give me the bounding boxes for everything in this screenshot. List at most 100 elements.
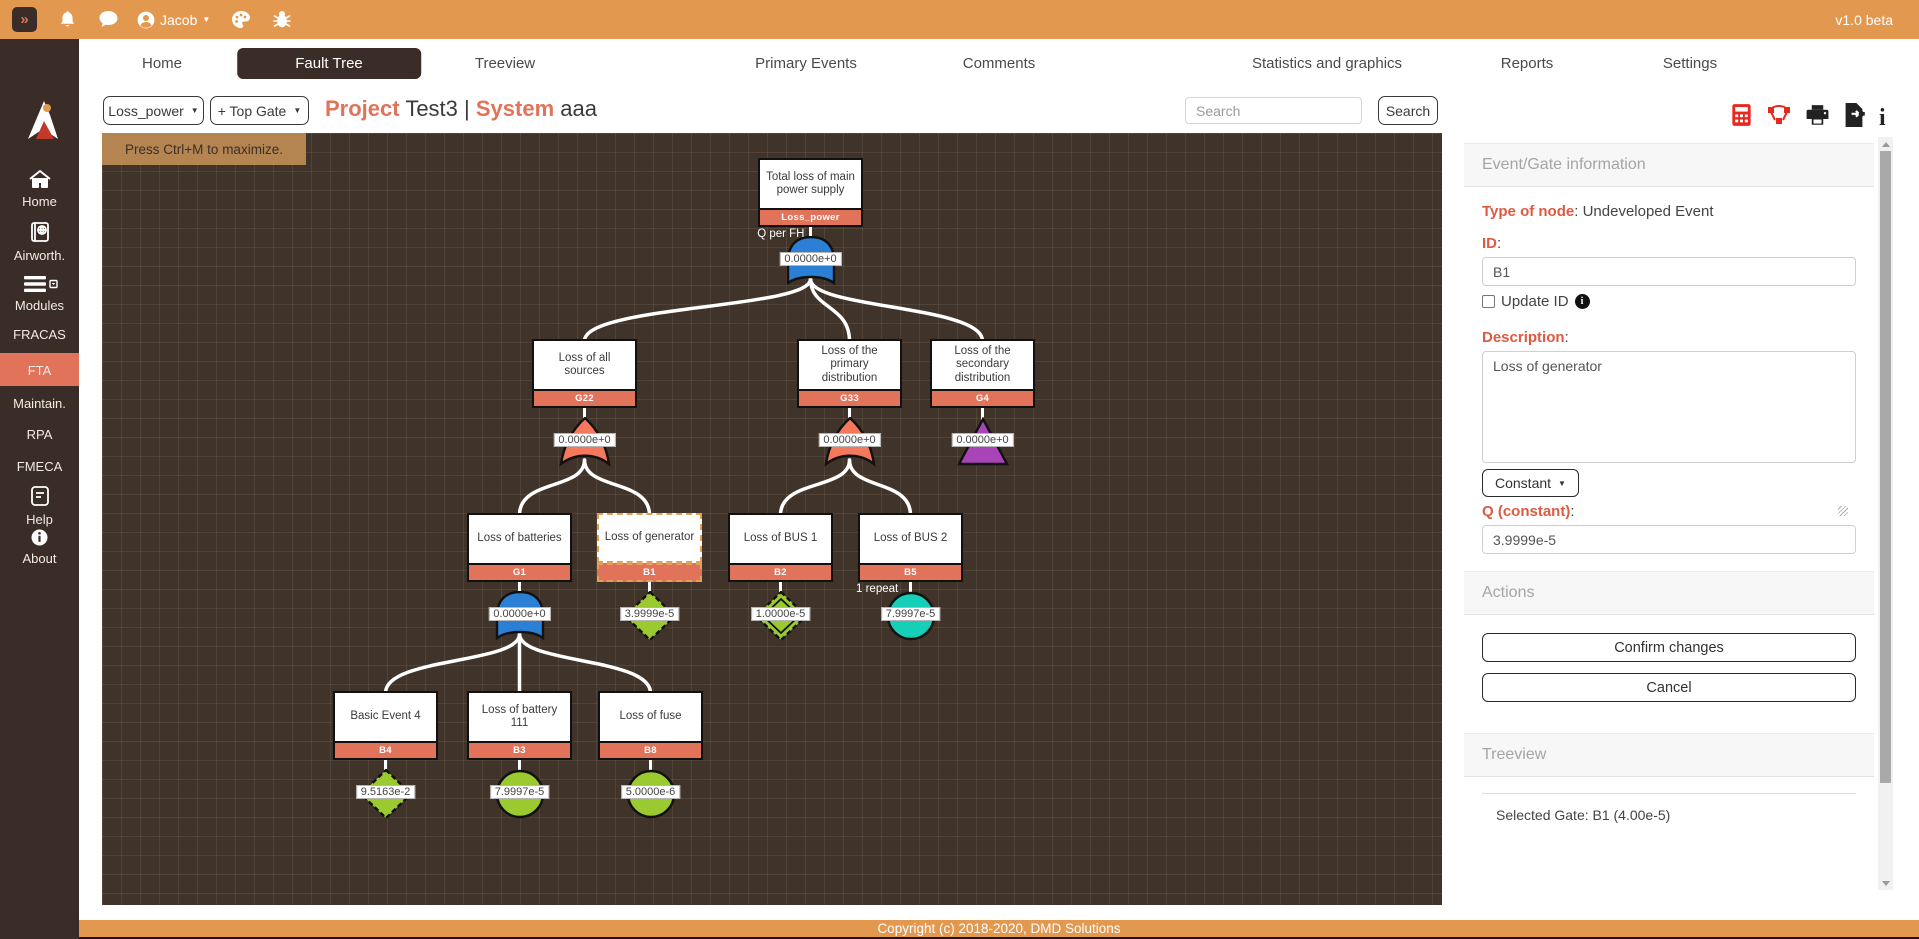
sidebar-collapse-button[interactable]: »: [12, 7, 37, 32]
node-id-badge[interactable]: B5: [858, 563, 963, 582]
sidebar-item-rpa[interactable]: RPA: [26, 427, 53, 442]
cancel-button[interactable]: Cancel: [1482, 673, 1856, 702]
search-input[interactable]: [1185, 97, 1362, 124]
tree-node-G4[interactable]: Loss of the secondary distribution G4: [930, 339, 1035, 408]
node-description[interactable]: Total loss of main power supply: [758, 158, 863, 208]
footer: Copyright (c) 2018-2020, DMD Solutions: [79, 920, 1919, 937]
system-label: System: [475, 96, 555, 121]
tree-node-B8[interactable]: Loss of fuse B8: [598, 691, 703, 760]
tree-node-G33[interactable]: Loss of the primary distribution G33: [797, 339, 902, 408]
app-logo: [0, 95, 79, 152]
sidebar-item-fracas[interactable]: FRACAS: [13, 327, 66, 342]
tab-comments[interactable]: Comments: [962, 55, 1036, 72]
sidebar-item-fta[interactable]: FTA: [0, 353, 79, 386]
node-select-dropdown[interactable]: Loss_power ▼: [103, 96, 204, 125]
node-id-badge[interactable]: G4: [930, 389, 1035, 408]
export-icon[interactable]: [1843, 103, 1865, 132]
node-description[interactable]: Loss of BUS 1: [728, 513, 833, 563]
node-id-badge[interactable]: B2: [728, 563, 833, 582]
event-gate-panel: Event/Gate information Type of node: Und…: [1464, 143, 1874, 823]
node-description[interactable]: Basic Event 4: [333, 691, 438, 741]
sidebar-item-help[interactable]: Help: [0, 485, 79, 527]
messages-chat-icon[interactable]: [98, 10, 119, 29]
node-description[interactable]: Loss of BUS 2: [858, 513, 963, 563]
node-description[interactable]: Loss of all sources: [532, 339, 637, 389]
chevron-down-icon: ▼: [293, 106, 302, 115]
calculate-icon[interactable]: [1731, 103, 1752, 132]
debug-bug-icon[interactable]: [272, 10, 292, 29]
sidebar-item-maintain[interactable]: Maintain.: [13, 396, 66, 411]
gate-value-G4: 0.0000e+0: [951, 433, 1014, 447]
type-of-node-row: Type of node: Undeveloped Event: [1482, 203, 1714, 220]
node-id-badge[interactable]: G1: [467, 563, 572, 582]
node-id-badge[interactable]: B3: [467, 741, 572, 760]
copyright-text: Copyright (c) 2018-2020, DMD Solutions: [877, 921, 1121, 936]
id-field[interactable]: [1482, 257, 1856, 286]
project-label: Project: [325, 96, 400, 121]
theme-palette-icon[interactable]: [231, 10, 251, 29]
chevron-down-icon: ▼: [190, 106, 199, 115]
sidebar-item-home[interactable]: Home: [0, 169, 79, 209]
gate-value-B2: 1.0000e-5: [750, 607, 811, 621]
notifications-bell-icon[interactable]: [58, 10, 77, 29]
add-top-gate-dropdown[interactable]: + Top Gate ▼: [210, 96, 309, 125]
tab-treeview[interactable]: Treeview: [474, 55, 536, 72]
node-description[interactable]: Loss of battery 111: [467, 691, 572, 741]
confirm-changes-button[interactable]: Confirm changes: [1482, 633, 1856, 662]
update-id-checkbox[interactable]: [1482, 295, 1495, 308]
scrollbar-thumb[interactable]: [1880, 151, 1891, 783]
tree-node-G1[interactable]: Loss of batteries G1: [467, 513, 572, 582]
node-description[interactable]: Loss of generator: [597, 513, 702, 563]
q-constant-field[interactable]: [1482, 525, 1856, 554]
q-constant-label: Q (constant):: [1482, 503, 1575, 520]
gate-value-G1: 0.0000e+0: [488, 607, 551, 621]
tree-node-G22[interactable]: Loss of all sources G22: [532, 339, 637, 408]
sidebar-item-about[interactable]: About: [0, 529, 79, 566]
node-id-badge[interactable]: Loss_power: [758, 208, 863, 227]
user-avatar-icon: [137, 11, 155, 28]
node-id-badge[interactable]: G33: [797, 389, 902, 408]
node-description[interactable]: Loss of fuse: [598, 691, 703, 741]
gate-value-B5: 7.9997e-5: [880, 607, 941, 621]
update-id-info-icon[interactable]: i: [1574, 294, 1590, 309]
node-description[interactable]: Loss of batteries: [467, 513, 572, 563]
tab-primary-events[interactable]: Primary Events: [755, 55, 857, 72]
print-icon[interactable]: [1806, 104, 1829, 132]
tree-node-B5[interactable]: Loss of BUS 2 B5: [858, 513, 963, 582]
sidebar-item-modules[interactable]: Modules: [0, 275, 79, 313]
fault-tree-canvas[interactable]: Press Ctrl+M to maximize. Total loss of …: [102, 133, 1442, 905]
tree-node-B4[interactable]: Basic Event 4 B4: [333, 691, 438, 760]
user-menu[interactable]: Jacob ▼: [137, 11, 210, 29]
node-id-badge[interactable]: B1: [597, 563, 702, 582]
search-button[interactable]: Search: [1378, 96, 1438, 125]
tree-node-B1[interactable]: Loss of generator B1: [597, 513, 702, 582]
sidebar-item-fmeca[interactable]: FMECA: [16, 459, 63, 474]
node-id-badge[interactable]: B4: [333, 741, 438, 760]
info-icon[interactable]: i: [1879, 104, 1886, 131]
node-description[interactable]: Loss of the secondary distribution: [930, 339, 1035, 389]
panel-scrollbar[interactable]: [1878, 137, 1893, 890]
update-id-label: Update ID: [1501, 293, 1569, 310]
scroll-down-arrow[interactable]: [1878, 876, 1893, 890]
tree-layout-icon[interactable]: [1766, 103, 1792, 132]
q-per-fh-label: Q per FH: [757, 228, 805, 240]
constant-dropdown[interactable]: Constant ▼: [1482, 469, 1579, 497]
tree-node-B2[interactable]: Loss of BUS 1 B2: [728, 513, 833, 582]
tab-settings[interactable]: Settings: [1662, 55, 1718, 72]
tab-home[interactable]: Home: [141, 55, 183, 72]
description-field[interactable]: Loss of generator: [1482, 351, 1856, 463]
node-id-badge[interactable]: B8: [598, 741, 703, 760]
home-icon: [27, 170, 53, 192]
bottom-edge: [0, 937, 1919, 939]
node-description[interactable]: Loss of the primary distribution: [797, 339, 902, 389]
tab-fault-tree[interactable]: Fault Tree: [237, 48, 421, 79]
tab-reports[interactable]: Reports: [1500, 55, 1554, 72]
gate-value-B8: 5.0000e-6: [620, 785, 681, 799]
tree-node-Loss_power[interactable]: Total loss of main power supply Loss_powe…: [758, 158, 863, 227]
panel-header-treeview: Treeview: [1464, 733, 1874, 777]
tree-node-B3[interactable]: Loss of battery 111 B3: [467, 691, 572, 760]
sidebar-item-airworth[interactable]: Airworth.: [0, 221, 79, 263]
node-id-badge[interactable]: G22: [532, 389, 637, 408]
tab-statistics-and-graphics[interactable]: Statistics and graphics: [1251, 55, 1403, 72]
scroll-up-arrow[interactable]: [1878, 137, 1893, 151]
